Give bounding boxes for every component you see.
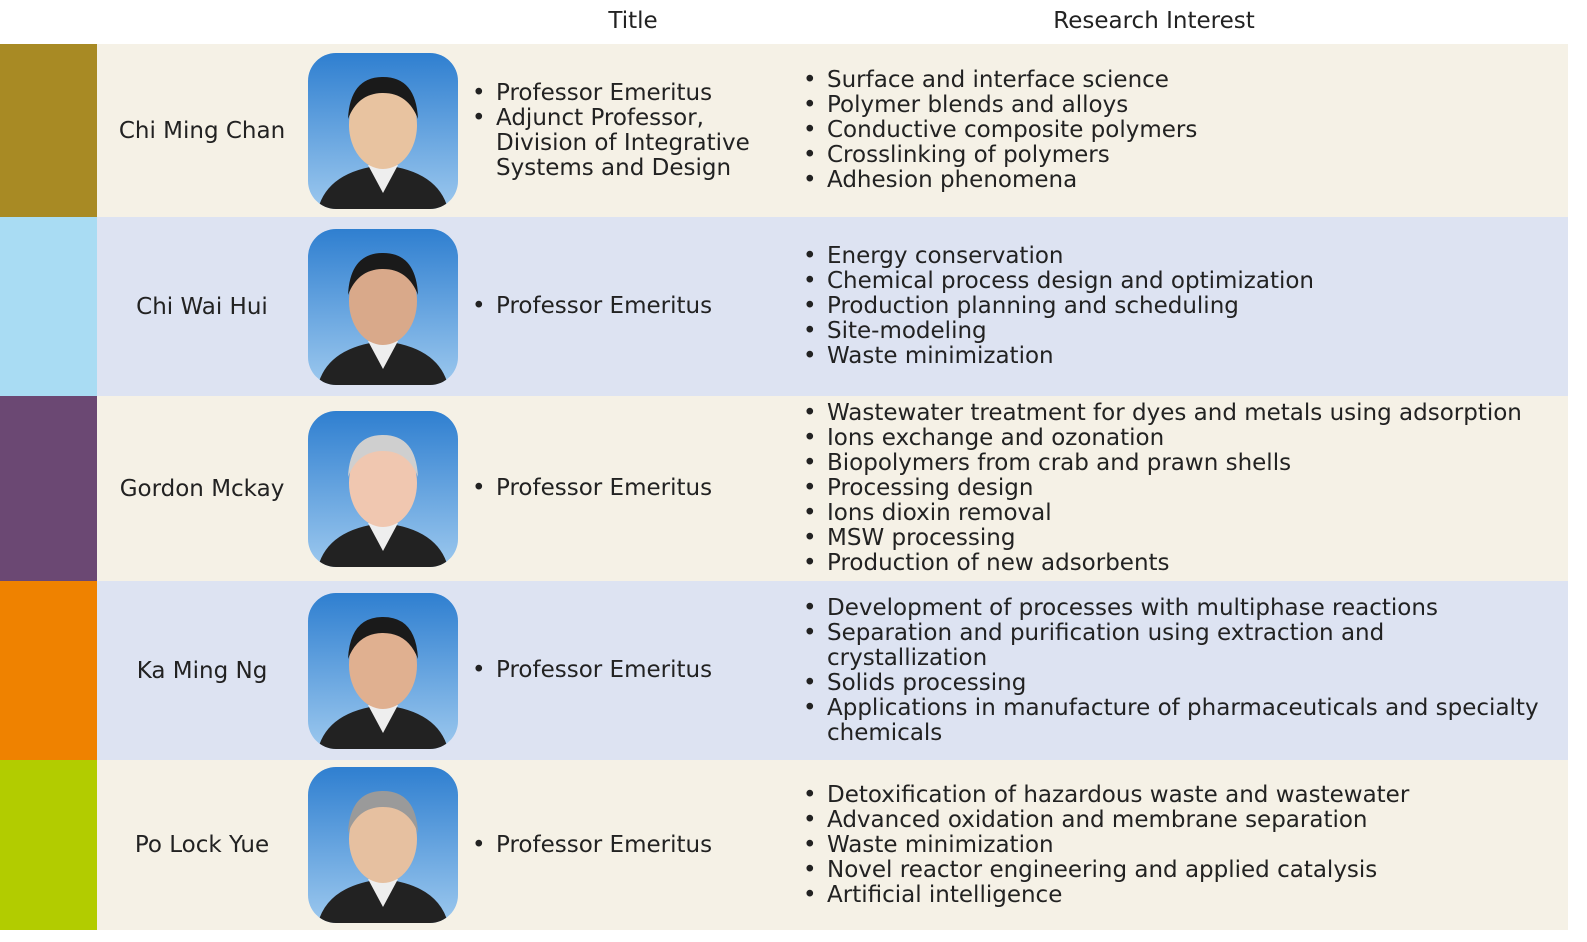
interest-item: Polymer blends and alloys	[803, 93, 1543, 119]
photo-image	[308, 410, 458, 567]
interest-item: Biopolymers from crab and prawn shells	[803, 451, 1543, 477]
photo	[308, 592, 458, 749]
person-name: Chi Wai Hui	[136, 293, 268, 320]
person-row: Ka Ming Ng Professor Emeritus Development…	[0, 581, 1568, 760]
interest-item: Surface and interface science	[803, 68, 1543, 94]
interest-item: Waste minimization	[803, 344, 1543, 370]
interest-item: Crosslinking of polymers	[803, 143, 1543, 169]
interest-item: Processing design	[803, 476, 1543, 502]
title-item: Adjunct Professor, Division of Integrati…	[472, 105, 802, 181]
title-item: Professor Emeritus	[472, 80, 802, 106]
interest-item: Artificial intelligence	[803, 882, 1543, 908]
person-row: Gordon Mckay Professor Emeritus Wastewate…	[0, 396, 1568, 581]
title-item: Professor Emeritus	[472, 476, 802, 502]
header-title: Title	[608, 8, 658, 34]
photo	[308, 410, 458, 567]
photo-image	[308, 228, 458, 385]
color-strip	[0, 396, 97, 581]
title-list: Professor Emeritus	[472, 760, 802, 930]
interest-item: Energy conservation	[803, 244, 1543, 270]
person-row: Po Lock Yue Professor EmeritusDetoxifica…	[0, 760, 1568, 930]
photo-image	[308, 592, 458, 749]
interest-list: Detoxification of hazardous waste and wa…	[803, 760, 1543, 930]
person-name: Po Lock Yue	[134, 832, 270, 858]
color-strip	[0, 217, 97, 396]
color-strip	[0, 44, 97, 217]
interest-list: Energy conservationChemical process desi…	[803, 217, 1543, 396]
interest-item: Production of new adsorbents	[803, 551, 1543, 577]
title-list: Professor Emeritus	[472, 217, 802, 396]
title-list: Professor EmeritusAdjunct Professor, Div…	[472, 44, 802, 217]
interest-item: MSW processing	[803, 526, 1543, 552]
title-item: Professor Emeritus	[472, 658, 802, 684]
interest-item: Adhesion phenomena	[803, 168, 1543, 194]
interest-item: Novel reactor engineering and applied ca…	[803, 857, 1543, 883]
color-strip	[0, 581, 97, 760]
header-research-interest: Research Interest	[1053, 8, 1255, 34]
person-row: Chi Ming Chan Professor EmeritusAdjunct …	[0, 44, 1568, 217]
title-list: Professor Emeritus	[472, 581, 802, 760]
title-list: Professor Emeritus	[472, 396, 802, 581]
interest-list: Development of processes with multiphase…	[803, 581, 1543, 760]
interest-item: Advanced oxidation and membrane separati…	[803, 807, 1543, 833]
photo-image	[308, 52, 458, 209]
person-name: Ka Ming Ng	[136, 657, 268, 684]
title-item: Professor Emeritus	[472, 832, 802, 858]
interest-item: Chemical process design and optimization	[803, 269, 1543, 295]
interest-item: Ions dioxin removal	[803, 501, 1543, 527]
photo	[308, 767, 458, 923]
photo	[308, 52, 458, 209]
interest-item: Applications in manufacture of pharmaceu…	[803, 695, 1543, 746]
interest-item: Solids processing	[803, 670, 1543, 696]
interest-item: Production planning and scheduling	[803, 294, 1543, 320]
photo-image	[308, 767, 458, 923]
color-strip	[0, 760, 97, 930]
photo	[308, 228, 458, 385]
interest-list: Surface and interface sciencePolymer ble…	[803, 44, 1543, 217]
person-name: Gordon Mckay	[119, 475, 285, 502]
person-row: Chi Wai Hui Professor EmeritusEnergy con…	[0, 217, 1568, 396]
interest-item: Detoxification of hazardous waste and wa…	[803, 782, 1543, 808]
interest-list: Wastewater treatment for dyes and metals…	[803, 396, 1543, 581]
title-item: Professor Emeritus	[472, 294, 802, 320]
interest-item: Site-modeling	[803, 319, 1543, 345]
interest-item: Ions exchange and ozonation	[803, 426, 1543, 452]
interest-item: Development of processes with multiphase…	[803, 595, 1543, 621]
person-name: Chi Ming Chan	[118, 117, 286, 144]
interest-item: Conductive composite polymers	[803, 118, 1543, 144]
interest-item: Waste minimization	[803, 832, 1543, 858]
interest-item: Wastewater treatment for dyes and metals…	[803, 401, 1543, 427]
interest-item: Separation and purification using extrac…	[803, 620, 1543, 671]
